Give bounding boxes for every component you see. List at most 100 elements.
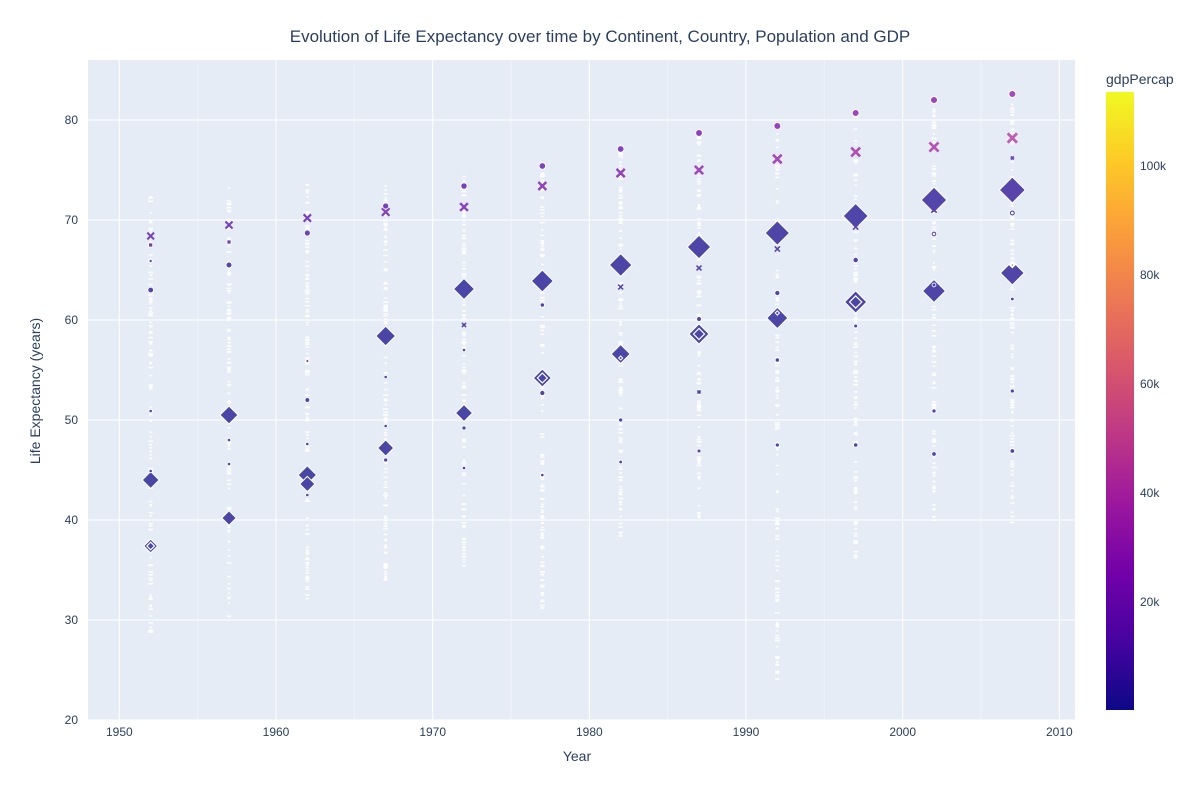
small-marker	[1010, 406, 1015, 409]
small-marker	[931, 355, 937, 357]
data-point	[383, 423, 388, 429]
small-marker	[226, 508, 232, 511]
small-marker	[932, 251, 936, 254]
small-marker	[1011, 169, 1014, 171]
small-marker	[932, 365, 936, 367]
small-marker	[149, 447, 152, 449]
data-point	[695, 129, 703, 137]
small-marker	[618, 381, 624, 383]
small-marker	[697, 264, 701, 267]
data-point-inner	[932, 232, 936, 236]
small-marker	[775, 672, 780, 674]
x-tick-label: 1980	[576, 725, 603, 739]
small-marker	[775, 173, 779, 175]
small-marker	[226, 615, 232, 618]
small-marker	[306, 275, 309, 278]
small-marker	[384, 495, 388, 498]
small-marker	[853, 555, 859, 558]
small-marker	[853, 383, 859, 386]
small-marker	[853, 521, 858, 523]
small-marker	[540, 564, 544, 567]
small-marker	[931, 125, 937, 127]
small-marker	[148, 631, 154, 633]
small-marker	[305, 445, 309, 448]
small-markers	[148, 96, 1015, 680]
data-point	[148, 408, 153, 414]
small-marker	[853, 337, 858, 340]
data-point	[459, 202, 469, 212]
small-marker	[305, 352, 309, 355]
small-marker	[853, 433, 859, 436]
small-marker	[1011, 432, 1014, 434]
small-marker	[1010, 379, 1015, 381]
small-marker	[306, 437, 309, 440]
small-marker	[696, 180, 702, 183]
small-marker	[540, 296, 545, 299]
small-marker	[462, 175, 466, 178]
small-marker	[226, 442, 232, 444]
data-point	[930, 206, 938, 214]
data-point	[696, 389, 702, 395]
small-marker	[461, 211, 467, 213]
small-marker	[540, 561, 545, 564]
small-marker	[853, 421, 858, 423]
small-marker	[696, 222, 702, 225]
small-marker	[384, 213, 388, 216]
small-marker	[774, 422, 780, 424]
data-point	[461, 347, 467, 353]
small-marker	[462, 516, 466, 518]
small-marker	[462, 565, 466, 567]
small-marker	[932, 249, 936, 252]
small-marker	[775, 624, 780, 627]
small-marker	[384, 539, 388, 542]
small-marker	[853, 542, 858, 544]
small-marker	[854, 184, 857, 187]
y-tick-label: 80	[65, 113, 79, 127]
small-marker	[148, 200, 154, 203]
small-marker	[384, 198, 387, 201]
small-marker	[1011, 225, 1014, 227]
small-marker	[306, 528, 309, 531]
small-marker	[774, 588, 780, 590]
small-marker	[462, 207, 466, 210]
small-marker	[383, 434, 388, 436]
small-marker	[305, 552, 310, 554]
small-marker	[932, 373, 936, 375]
data-point	[615, 168, 626, 178]
small-marker	[540, 245, 545, 248]
small-marker	[462, 543, 466, 545]
small-marker	[619, 379, 622, 381]
data-point	[774, 310, 781, 316]
small-marker	[1010, 411, 1014, 414]
small-marker	[304, 500, 310, 502]
small-marker	[854, 431, 858, 434]
small-marker	[853, 476, 859, 478]
small-marker	[539, 300, 545, 302]
small-marker	[149, 330, 153, 333]
small-marker	[384, 538, 387, 541]
small-marker	[618, 341, 624, 343]
small-marker	[305, 339, 310, 341]
small-marker	[619, 218, 623, 220]
small-marker	[540, 579, 545, 582]
small-marker	[932, 507, 936, 510]
data-point-inner	[146, 541, 156, 551]
small-marker	[932, 441, 936, 444]
small-marker	[149, 450, 152, 453]
small-marker	[305, 572, 310, 574]
small-marker	[774, 517, 780, 519]
small-marker	[853, 279, 858, 282]
data-point	[304, 358, 311, 364]
small-marker	[539, 324, 545, 327]
small-marker	[853, 271, 858, 274]
small-marker	[148, 233, 153, 236]
small-marker	[775, 625, 779, 628]
small-marker	[149, 274, 153, 276]
small-marker	[775, 405, 780, 407]
small-marker	[618, 323, 623, 326]
small-marker	[1010, 113, 1014, 116]
small-marker	[540, 209, 545, 211]
small-marker	[226, 209, 232, 212]
small-marker	[383, 408, 389, 410]
small-marker	[932, 402, 936, 405]
